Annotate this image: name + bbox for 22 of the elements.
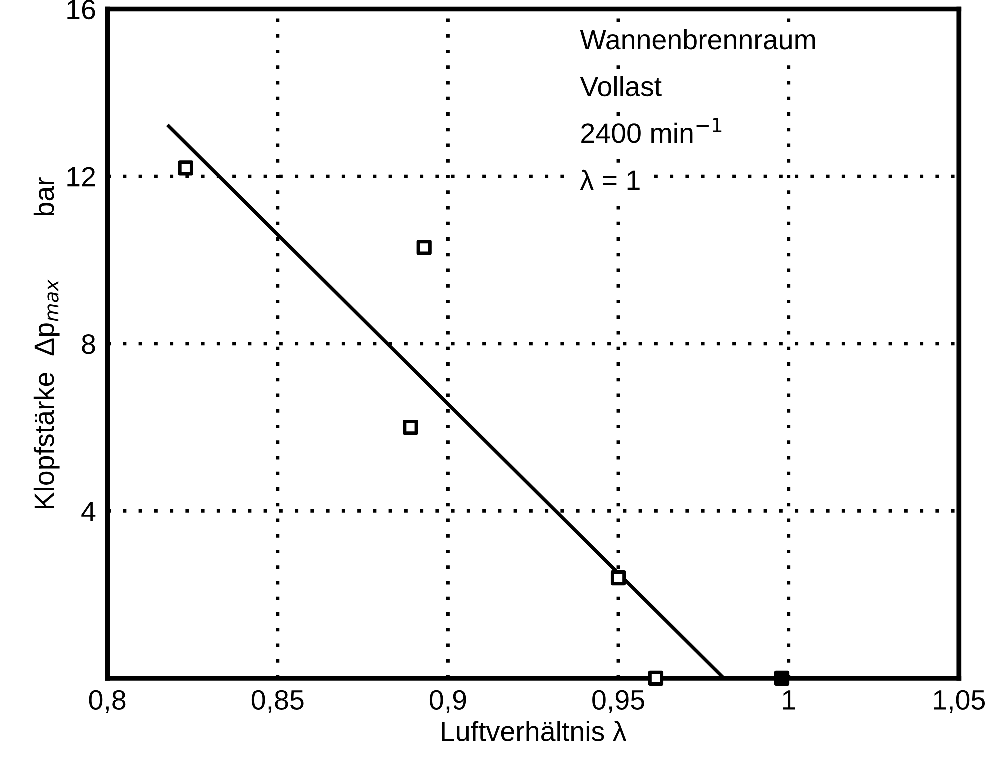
point (610, 570, 626, 586)
y-tick-label: 4 (82, 502, 96, 522)
x-tick-label: 0,9 (430, 690, 466, 714)
point (648, 670, 664, 686)
point (403, 420, 418, 436)
annotation: 2400 min$^{−1}$ (582, 118, 722, 144)
x-tick-label: 0,8 (89, 690, 126, 714)
point (774, 670, 790, 686)
annotation: λ = 1 (580, 170, 640, 190)
point (416, 240, 432, 256)
y-tick-label: 8 (82, 334, 96, 354)
x-axis-title: Luftverhältnis λ (442, 721, 627, 742)
x-tick-label: 0,95 (592, 690, 644, 714)
point (178, 160, 194, 176)
annotation: Vollast (580, 76, 662, 97)
x-tick-label: 1,05 (934, 690, 986, 714)
x-tick-label: 0,85 (252, 690, 304, 714)
x-tick-label: 1 (783, 690, 796, 710)
text: Klopfstärke Δp$_{max}$ bar (34, 178, 60, 509)
annotation: Wannenbrennraum (580, 29, 816, 50)
y-tick-label: 12 (68, 167, 96, 187)
y-tick-label: 16 (68, 0, 96, 20)
